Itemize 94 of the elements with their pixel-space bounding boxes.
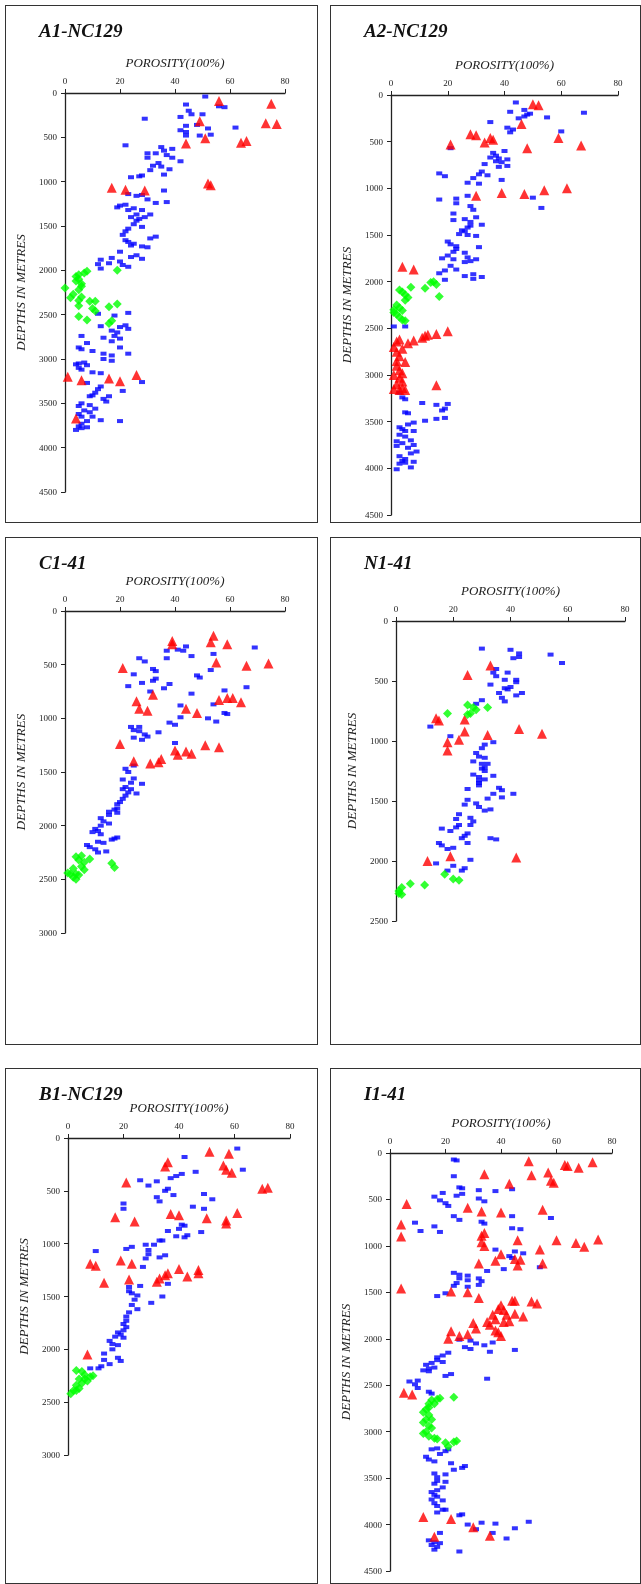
chart-title: C1-41 [39,552,87,573]
y-tick-label: 1500 [365,230,384,240]
y-axis-title: DEPTHS IN METRES [344,712,359,831]
y-tick-label: 1000 [42,1238,61,1249]
x-tick-label: 60 [225,593,235,604]
y-axis-title: DEPTHS IN METRES [338,1303,353,1422]
x-tick-label: 80 [285,1120,295,1131]
y-tick-label: 500 [369,136,384,147]
y-tick-label: 4500 [39,487,58,497]
chart-title: B1-NC129 [38,1083,123,1104]
y-tick-label: 2000 [370,856,389,866]
x-axis-title: POROSITY(100%) [460,583,560,598]
y-tick-label: 1000 [365,183,384,194]
y-tick-label: 2500 [42,1397,61,1408]
y-tick-label: 4500 [365,510,384,520]
y-tick-label: 2500 [39,309,58,320]
x-tick-label: 20 [119,1120,129,1131]
y-tick-label: 2500 [365,323,384,334]
y-tick-label: 3500 [39,398,58,409]
y-tick-label: 2000 [364,1333,383,1344]
y-tick-label: 1500 [39,767,58,777]
x-tick-label: 40 [500,77,510,88]
y-tick-label: 3000 [365,370,384,380]
y-tick-label: 3500 [364,1473,383,1484]
y-tick-label: 1000 [364,1240,383,1251]
y-tick-label: 500 [368,1194,383,1205]
y-tick-label: 1500 [370,796,389,806]
x-axis-title: POROSITY(100%) [124,55,225,70]
x-tick-label: 20 [441,1135,451,1146]
x-tick-label: 60 [563,603,573,614]
x-tick-label: 60 [225,75,235,86]
y-tick-label: 2000 [39,820,58,831]
y-tick-label: 1500 [364,1287,383,1298]
y-tick-label: 0 [383,616,389,626]
y-tick-label: 2000 [365,276,384,287]
y-tick-label: 500 [43,659,58,670]
x-tick-label: 0 [62,593,68,604]
x-tick-label: 60 [552,1135,562,1146]
y-tick-label: 1000 [39,176,58,187]
y-tick-label: 0 [378,90,384,100]
y-axis-title: DEPTHS IN METRES [13,233,28,352]
x-tick-label: 60 [230,1120,240,1131]
y-tick-label: 0 [52,88,58,98]
x-axis-title: POROSITY(100%) [124,573,225,588]
y-tick-label: 3000 [42,1450,61,1460]
x-tick-label: 40 [174,1120,184,1131]
x-tick-label: 20 [443,77,453,88]
x-axis-title: POROSITY(100%) [454,57,554,72]
y-tick-label: 1000 [370,736,389,746]
x-tick-label: 80 [280,75,290,86]
x-tick-label: 20 [448,603,459,614]
y-tick-label: 0 [377,1148,383,1158]
y-axis-title: DEPTHS IN METRES [16,1237,31,1356]
x-tick-label: 40 [496,1135,506,1146]
y-tick-label: 2000 [39,265,58,276]
x-tick-label: 60 [556,77,567,88]
y-tick-label: 3500 [365,416,384,427]
x-tick-label: 40 [506,603,516,614]
x-tick-label: 0 [65,1120,71,1131]
y-tick-label: 500 [46,1185,61,1196]
chart-title: A1-NC129 [38,20,123,41]
x-tick-label: 40 [170,75,180,86]
x-tick-label: 80 [607,1135,617,1146]
y-tick-label: 4500 [364,1566,383,1576]
y-tick-label: 2000 [42,1344,61,1355]
x-tick-label: 20 [115,75,125,86]
y-tick-label: 4000 [39,442,58,453]
y-tick-label: 2500 [39,874,58,885]
x-axis-title: POROSITY(100%) [450,1115,551,1130]
chart-title: I1-41 [363,1083,407,1104]
y-tick-label: 500 [374,676,389,686]
y-axis-title: DEPTHS IN METRES [339,246,354,365]
y-tick-label: 1500 [39,221,58,231]
y-tick-label: 4000 [365,463,384,474]
x-tick-label: 20 [115,593,125,604]
x-tick-label: 80 [280,593,290,604]
x-tick-label: 40 [170,593,180,604]
x-axis-title: POROSITY(100%) [128,1100,229,1115]
y-tick-label: 500 [43,132,58,143]
x-tick-label: 80 [620,603,630,614]
chart-title: N1-41 [363,552,413,573]
y-tick-label: 1500 [42,1291,61,1302]
y-tick-label: 3000 [39,928,58,938]
chart-title: A2-NC129 [363,20,448,41]
y-tick-label: 2500 [364,1380,383,1391]
y-tick-label: 3000 [364,1426,383,1437]
x-tick-label: 0 [393,603,399,614]
y-tick-label: 4000 [364,1519,383,1530]
y-tick-label: 1000 [39,713,58,724]
y-axis-title: DEPTHS IN METRES [13,713,28,832]
x-tick-label: 80 [613,77,623,88]
x-tick-label: 0 [62,75,68,86]
y-tick-label: 3000 [39,354,58,364]
y-tick-label: 2500 [370,916,389,926]
